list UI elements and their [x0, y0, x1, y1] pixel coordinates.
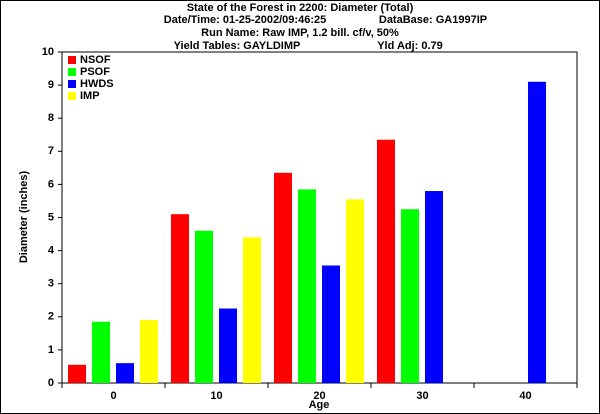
y-tick-label: 9	[48, 79, 54, 91]
x-tick-label: 0	[110, 390, 116, 402]
bar	[346, 199, 364, 383]
legend-swatch	[68, 68, 76, 76]
x-tick-label: 30	[416, 390, 428, 402]
bar	[322, 265, 340, 383]
bar	[68, 364, 86, 383]
y-tick-label: 10	[42, 46, 54, 58]
subtitle: Yield Tables: GAYLDIMP	[174, 40, 301, 52]
y-tick-label: 0	[48, 377, 54, 389]
bar	[274, 172, 292, 383]
bar	[116, 363, 134, 383]
y-tick-label: 8	[48, 112, 54, 124]
bar	[425, 191, 443, 383]
x-tick-label: 10	[210, 390, 222, 402]
bar	[377, 139, 395, 383]
y-axis-label: Diameter (inches)	[18, 171, 30, 264]
y-tick-label: 4	[48, 245, 55, 257]
bar	[140, 320, 158, 383]
y-tick-label: 5	[48, 211, 54, 223]
subtitle: Run Name: Raw IMP, 1.2 bill. cf/v, 50%	[201, 27, 399, 39]
subtitle: Date/Time: 01-25-2002/09:46:25	[164, 14, 326, 26]
bar	[528, 81, 546, 383]
y-tick-label: 3	[48, 278, 54, 290]
bar	[298, 189, 316, 383]
subtitle: DataBase: GA1997IP	[379, 14, 487, 26]
x-tick-label: 40	[519, 390, 531, 402]
legend-swatch	[68, 92, 76, 100]
bar	[171, 214, 189, 383]
subtitle: Yld Adj: 0.79	[377, 40, 443, 52]
legend-swatch	[68, 56, 76, 64]
legend-label: HWDS	[80, 78, 114, 90]
legend-label: PSOF	[80, 66, 110, 78]
bar	[243, 237, 261, 383]
x-axis-label: Age	[309, 399, 330, 411]
x-tick-label: 20	[313, 390, 325, 402]
y-tick-label: 7	[48, 145, 54, 157]
bar	[401, 209, 419, 383]
legend-swatch	[68, 80, 76, 88]
chart-title: State of the Forest in 2200: Diameter (T…	[187, 2, 414, 14]
y-tick-label: 6	[48, 178, 54, 190]
legend-label: NSOF	[80, 54, 111, 66]
legend-label: IMP	[80, 90, 100, 102]
bar	[92, 321, 110, 383]
y-tick-label: 2	[48, 311, 54, 323]
bar	[219, 308, 237, 383]
bar	[195, 230, 213, 383]
y-tick-label: 1	[48, 344, 54, 356]
